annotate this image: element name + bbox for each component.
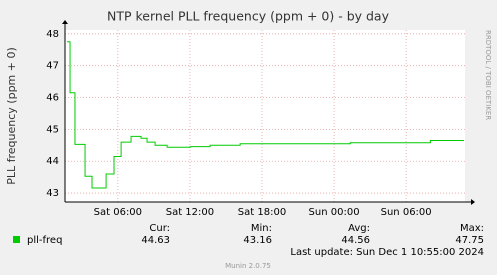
- stat-header: Max:: [460, 223, 484, 234]
- chart-title: NTP kernel PLL frequency (ppm + 0) - by …: [107, 9, 390, 24]
- marks: 43 44 45 46 47 48 Sat 06:00 Sat 12:00 Sat 18:00 S…: [13, 20, 484, 258]
- y-tick-label: 46: [46, 93, 59, 104]
- stat-header: Avg:: [348, 223, 370, 234]
- stat-value: 44.56: [341, 235, 370, 246]
- y-tick-label: 45: [46, 124, 59, 135]
- plot-area: [65, 30, 465, 202]
- last-update: Last update: Sun Dec 1 10:55:00 2024: [290, 247, 484, 258]
- stat-value: 44.63: [141, 235, 170, 246]
- y-tick-label: 48: [46, 29, 59, 40]
- x-tick-label: Sun 00:00: [309, 207, 360, 218]
- legend-swatch: [13, 236, 20, 243]
- axis-arrow: [471, 199, 475, 205]
- y-tick-label: 43: [46, 188, 59, 199]
- stat-header: Min:: [251, 223, 272, 234]
- legend-label: pll-freq: [27, 235, 62, 246]
- x-tick-label: Sat 12:00: [166, 207, 214, 218]
- y-tick-label: 47: [46, 61, 59, 72]
- y-tick-label: 44: [46, 156, 59, 167]
- watermark: RRDTOOL / TOBI OETIKER: [484, 30, 492, 120]
- line: [67, 41, 464, 189]
- footer: Munin 2.0.75: [225, 262, 271, 270]
- x-tick-label: Sat 18:00: [238, 207, 286, 218]
- axis-arrow: [62, 20, 68, 24]
- stat-value: 43.16: [243, 235, 272, 246]
- x-tick-label: Sun 06:00: [381, 207, 432, 218]
- y-axis-label: PLL frequency (ppm + 0): [5, 47, 18, 185]
- stat-header: Cur:: [149, 223, 170, 234]
- x-tick-label: Sat 06:00: [94, 207, 142, 218]
- stat-value: 47.75: [455, 235, 484, 246]
